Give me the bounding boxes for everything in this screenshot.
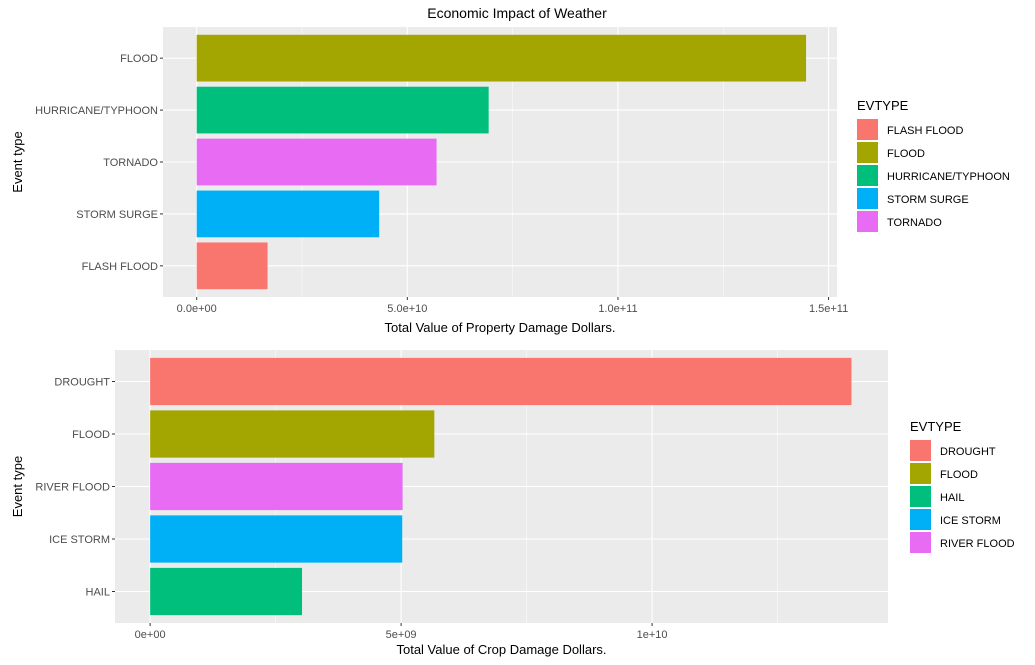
bar-hurricane-typhoon <box>196 86 489 134</box>
legend-label: FLASH FLOOD <box>887 125 963 137</box>
x-axis-title: Total Value of Property Damage Dollars. <box>385 320 616 335</box>
x-tick-label: 5.0e+10 <box>387 303 427 315</box>
legend-label: ICE STORM <box>940 515 1001 527</box>
x-tick-label: 0e+00 <box>135 629 166 641</box>
bar-flood <box>150 410 435 458</box>
y-axis-title: Event type <box>10 131 25 192</box>
legend: EVTYPE FLASH FLOOD FLOOD HURRICANE/TYPHOON S… <box>857 98 1010 232</box>
x-tick-label: 5e+09 <box>386 629 417 641</box>
bar-flood <box>196 34 807 82</box>
legend-label: HAIL <box>940 492 964 504</box>
legend-title: EVTYPE <box>910 419 962 434</box>
y-axis-title: Event type <box>10 456 25 517</box>
bar-river-flood <box>150 462 403 511</box>
legend-label: FLOOD <box>887 148 925 160</box>
legend-key <box>910 532 931 553</box>
x-tick-label: 1.5e+11 <box>809 303 848 315</box>
legend-label: DROUGHT <box>940 446 996 458</box>
y-tick-label: ICE STORM <box>49 534 110 546</box>
legend: EVTYPE DROUGHT FLOOD HAIL ICE STORM RIVER FLO… <box>910 419 1015 553</box>
y-tick-label: FLOOD <box>72 429 110 441</box>
legend-key <box>910 463 931 484</box>
x-tick-label: 1.0e+11 <box>598 303 637 315</box>
legend-label: STORM SURGE <box>887 194 969 206</box>
legend-key <box>857 188 878 209</box>
legend-title: EVTYPE <box>857 98 909 113</box>
main-title: Economic Impact of Weather <box>427 5 607 21</box>
y-tick-label: FLOOD <box>120 53 158 65</box>
legend-key <box>857 165 878 186</box>
legend-label: FLOOD <box>940 469 978 481</box>
legend-label: RIVER FLOOD <box>940 538 1015 550</box>
legend-key <box>910 440 931 461</box>
legend-key <box>857 119 878 140</box>
legend-label: TORNADO <box>887 217 942 229</box>
legend-label: HURRICANE/TYPHOON <box>887 171 1010 183</box>
property-damage-chart: FLOOD HURRICANE/TYPHOON TORNADO STORM SURGE… <box>10 27 1010 335</box>
bar-hail <box>150 567 303 616</box>
legend-key <box>857 142 878 163</box>
bar-tornado <box>196 138 437 186</box>
y-tick-label: HURRICANE/TYPHOON <box>35 105 158 117</box>
x-axis-title: Total Value of Crop Damage Dollars. <box>396 642 606 657</box>
y-tick-label: TORNADO <box>103 157 158 169</box>
x-tick-label: 1e+10 <box>637 629 668 641</box>
y-tick-label: HAIL <box>86 587 110 599</box>
bar-ice-storm <box>150 515 403 563</box>
legend-key <box>857 211 878 232</box>
y-tick-label: RIVER FLOOD <box>35 482 110 494</box>
bar-drought <box>150 357 852 406</box>
crop-damage-chart: DROUGHT FLOOD RIVER FLOOD ICE STORM HAIL 0e+0… <box>10 350 1015 657</box>
legend-key <box>910 486 931 507</box>
y-tick-label: FLASH FLOOD <box>82 261 158 273</box>
legend-key <box>910 509 931 530</box>
x-tick-label: 0.0e+00 <box>177 303 217 315</box>
y-tick-label: STORM SURGE <box>76 209 158 221</box>
bar-flash-flood <box>196 242 268 290</box>
y-tick-label: DROUGHT <box>54 377 110 389</box>
bar-storm-surge <box>196 190 380 238</box>
